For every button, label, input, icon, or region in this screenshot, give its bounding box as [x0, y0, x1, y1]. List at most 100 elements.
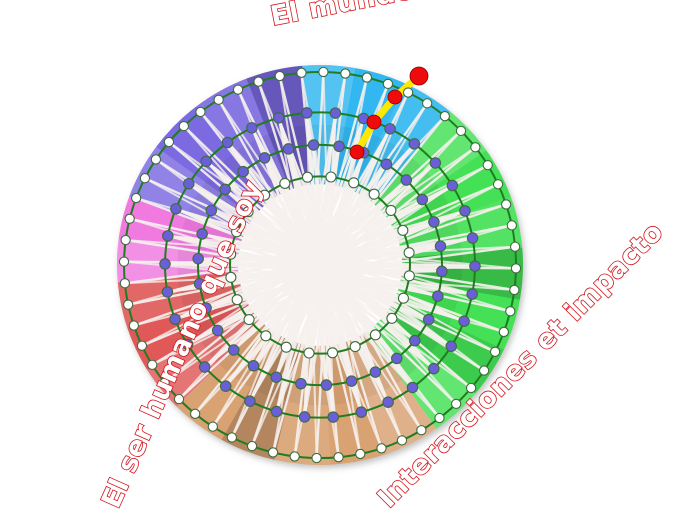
ring-node[interactable]	[280, 341, 292, 353]
ring-node[interactable]	[211, 324, 224, 337]
ring-node[interactable]	[311, 452, 322, 464]
ring-node[interactable]	[139, 173, 151, 184]
ring-node[interactable]	[219, 380, 232, 392]
highlight-polyline[interactable]	[353, 72, 423, 156]
ring-node[interactable]	[333, 140, 345, 153]
ring-node[interactable]	[345, 375, 358, 387]
ring-node[interactable]	[455, 125, 467, 137]
ring-node[interactable]	[355, 448, 366, 460]
ring-node[interactable]	[434, 412, 445, 424]
ring-node[interactable]	[124, 213, 135, 224]
ring-node[interactable]	[170, 203, 182, 215]
ring-node[interactable]	[465, 382, 477, 394]
ring-node[interactable]	[246, 122, 258, 134]
ring-node[interactable]	[205, 204, 218, 217]
ring-node[interactable]	[492, 179, 504, 190]
ring-node[interactable]	[242, 206, 254, 218]
ring-node[interactable]	[225, 271, 237, 283]
ring-node[interactable]	[349, 341, 361, 353]
ring-node[interactable]	[403, 270, 415, 282]
ring-node[interactable]	[361, 72, 373, 83]
ring-node[interactable]	[272, 112, 285, 124]
ring-node[interactable]	[422, 313, 435, 326]
ring-node[interactable]	[422, 98, 433, 109]
ring-node[interactable]	[181, 338, 194, 351]
ring-node[interactable]	[279, 177, 291, 189]
ring-node[interactable]	[428, 216, 440, 228]
ring-node[interactable]	[376, 443, 387, 454]
ring-node[interactable]	[123, 299, 134, 310]
ring-node[interactable]	[246, 440, 258, 452]
ring-node[interactable]	[434, 240, 447, 252]
ring-node[interactable]	[128, 320, 140, 331]
ring-node[interactable]	[189, 408, 201, 419]
ring-node[interactable]	[318, 66, 329, 78]
ring-node[interactable]	[131, 192, 142, 204]
ring-node[interactable]	[169, 313, 181, 325]
ring-node[interactable]	[237, 165, 249, 178]
ring-node[interactable]	[429, 157, 442, 169]
ring-node[interactable]	[436, 265, 448, 278]
ring-node[interactable]	[260, 330, 272, 342]
ring-node[interactable]	[159, 258, 171, 270]
ring-node[interactable]	[196, 228, 208, 240]
ring-node[interactable]	[397, 224, 409, 236]
ring-node[interactable]	[231, 294, 243, 306]
ring-node[interactable]	[258, 152, 271, 164]
ring-node[interactable]	[195, 106, 206, 118]
ring-node[interactable]	[150, 154, 162, 165]
ring-node[interactable]	[348, 177, 360, 189]
ring-node[interactable]	[408, 138, 421, 150]
ring-node[interactable]	[192, 252, 204, 265]
ring-node[interactable]	[416, 193, 429, 206]
ring-node[interactable]	[159, 377, 170, 388]
ring-node[interactable]	[178, 120, 189, 132]
ring-node[interactable]	[432, 290, 444, 302]
ring-node[interactable]	[270, 405, 283, 418]
ring-node[interactable]	[253, 76, 264, 87]
ring-node[interactable]	[282, 143, 295, 155]
ring-node[interactable]	[326, 347, 339, 359]
ring-node[interactable]	[136, 340, 148, 351]
ring-node[interactable]	[267, 447, 279, 458]
ring-node[interactable]	[226, 432, 238, 443]
ring-node[interactable]	[382, 396, 394, 408]
ring-node[interactable]	[243, 314, 255, 326]
ring-node[interactable]	[469, 260, 481, 272]
highlight-node[interactable]	[349, 144, 365, 160]
ring-node[interactable]	[451, 398, 462, 410]
ring-node[interactable]	[445, 340, 457, 353]
ring-node[interactable]	[470, 142, 481, 153]
ring-node[interactable]	[219, 183, 231, 196]
ring-node[interactable]	[244, 395, 256, 407]
ring-node[interactable]	[509, 241, 521, 252]
ring-node[interactable]	[498, 326, 509, 338]
ring-node[interactable]	[380, 158, 393, 170]
ring-node[interactable]	[385, 204, 397, 216]
ring-node[interactable]	[458, 315, 470, 327]
ring-node[interactable]	[329, 107, 342, 119]
ring-node[interactable]	[270, 371, 283, 383]
ring-node[interactable]	[325, 171, 337, 183]
ring-node[interactable]	[509, 284, 520, 296]
ring-node[interactable]	[301, 171, 314, 183]
ring-node[interactable]	[221, 136, 234, 149]
ring-node[interactable]	[439, 111, 451, 122]
ring-node[interactable]	[368, 188, 380, 200]
ring-node[interactable]	[213, 94, 224, 105]
ring-node[interactable]	[506, 220, 517, 231]
ring-node[interactable]	[198, 361, 211, 373]
ring-node[interactable]	[355, 406, 368, 418]
ring-node[interactable]	[296, 67, 307, 78]
highlight-node[interactable]	[387, 89, 403, 105]
ring-node[interactable]	[384, 123, 396, 135]
ring-node[interactable]	[478, 365, 490, 376]
ring-node[interactable]	[147, 359, 158, 370]
ring-node[interactable]	[298, 411, 311, 423]
ring-node[interactable]	[232, 84, 244, 95]
ring-node[interactable]	[231, 226, 243, 238]
ring-node[interactable]	[369, 366, 382, 378]
ring-node[interactable]	[466, 232, 479, 244]
ring-node[interactable]	[409, 334, 421, 347]
ring-node[interactable]	[307, 139, 320, 151]
